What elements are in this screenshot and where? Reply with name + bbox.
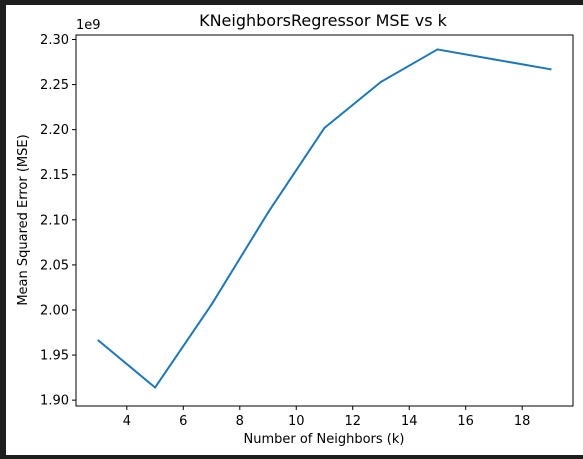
data-point (97, 339, 100, 342)
y-tick-label: 2.10 (40, 213, 69, 228)
x-tick-label: 6 (179, 414, 187, 429)
figure: KNeighborsRegressor MSE vs k 1e9 1.90 1.9… (6, 5, 583, 455)
y-tick-label: 2.05 (40, 258, 69, 273)
mse-series-line (97, 48, 552, 389)
mse-line-chart: KNeighborsRegressor MSE vs k 1e9 1.901.9… (16, 11, 574, 447)
data-point (154, 386, 157, 389)
y-tick-label: 2.15 (40, 168, 69, 183)
chart-title: KNeighborsRegressor MSE vs k (199, 11, 448, 30)
y-axis-ticks: 1.90 1.95 2.00 2.05 2.10 2.15 2.20 2.25 2.30 (40, 33, 76, 409)
data-point (267, 211, 270, 214)
y-tick-label: 2.00 (40, 303, 69, 318)
y-tick-label: 2.20 (40, 123, 69, 138)
data-point (379, 80, 382, 83)
data-point (210, 303, 213, 306)
data-series (97, 48, 552, 389)
y-tick-label: 1.90 (40, 394, 69, 409)
x-axis-label: Number of Neighbors (k) (244, 432, 405, 447)
data-point (549, 68, 552, 71)
y-axis-label: Mean Squared Error (MSE) (16, 134, 31, 305)
y-tick-label: 2.30 (40, 33, 69, 48)
data-point (492, 58, 495, 61)
x-tick-label: 14 (401, 414, 418, 429)
x-axis-ticks: 4 6 8 10 12 14 16 18 (123, 406, 531, 429)
x-tick-label: 10 (288, 414, 305, 429)
data-point (436, 48, 439, 51)
x-tick-label: 12 (344, 414, 361, 429)
y-tick-label: 1.95 (40, 349, 69, 364)
x-tick-label: 16 (457, 414, 474, 429)
x-tick-label: 18 (514, 414, 531, 429)
x-tick-label: 8 (236, 414, 244, 429)
data-point (323, 126, 326, 129)
y-tick-label: 2.25 (40, 78, 69, 93)
x-tick-label: 4 (123, 414, 131, 429)
plot-area-frame (75, 34, 574, 407)
y-axis-offset-label: 1e9 (76, 18, 101, 33)
